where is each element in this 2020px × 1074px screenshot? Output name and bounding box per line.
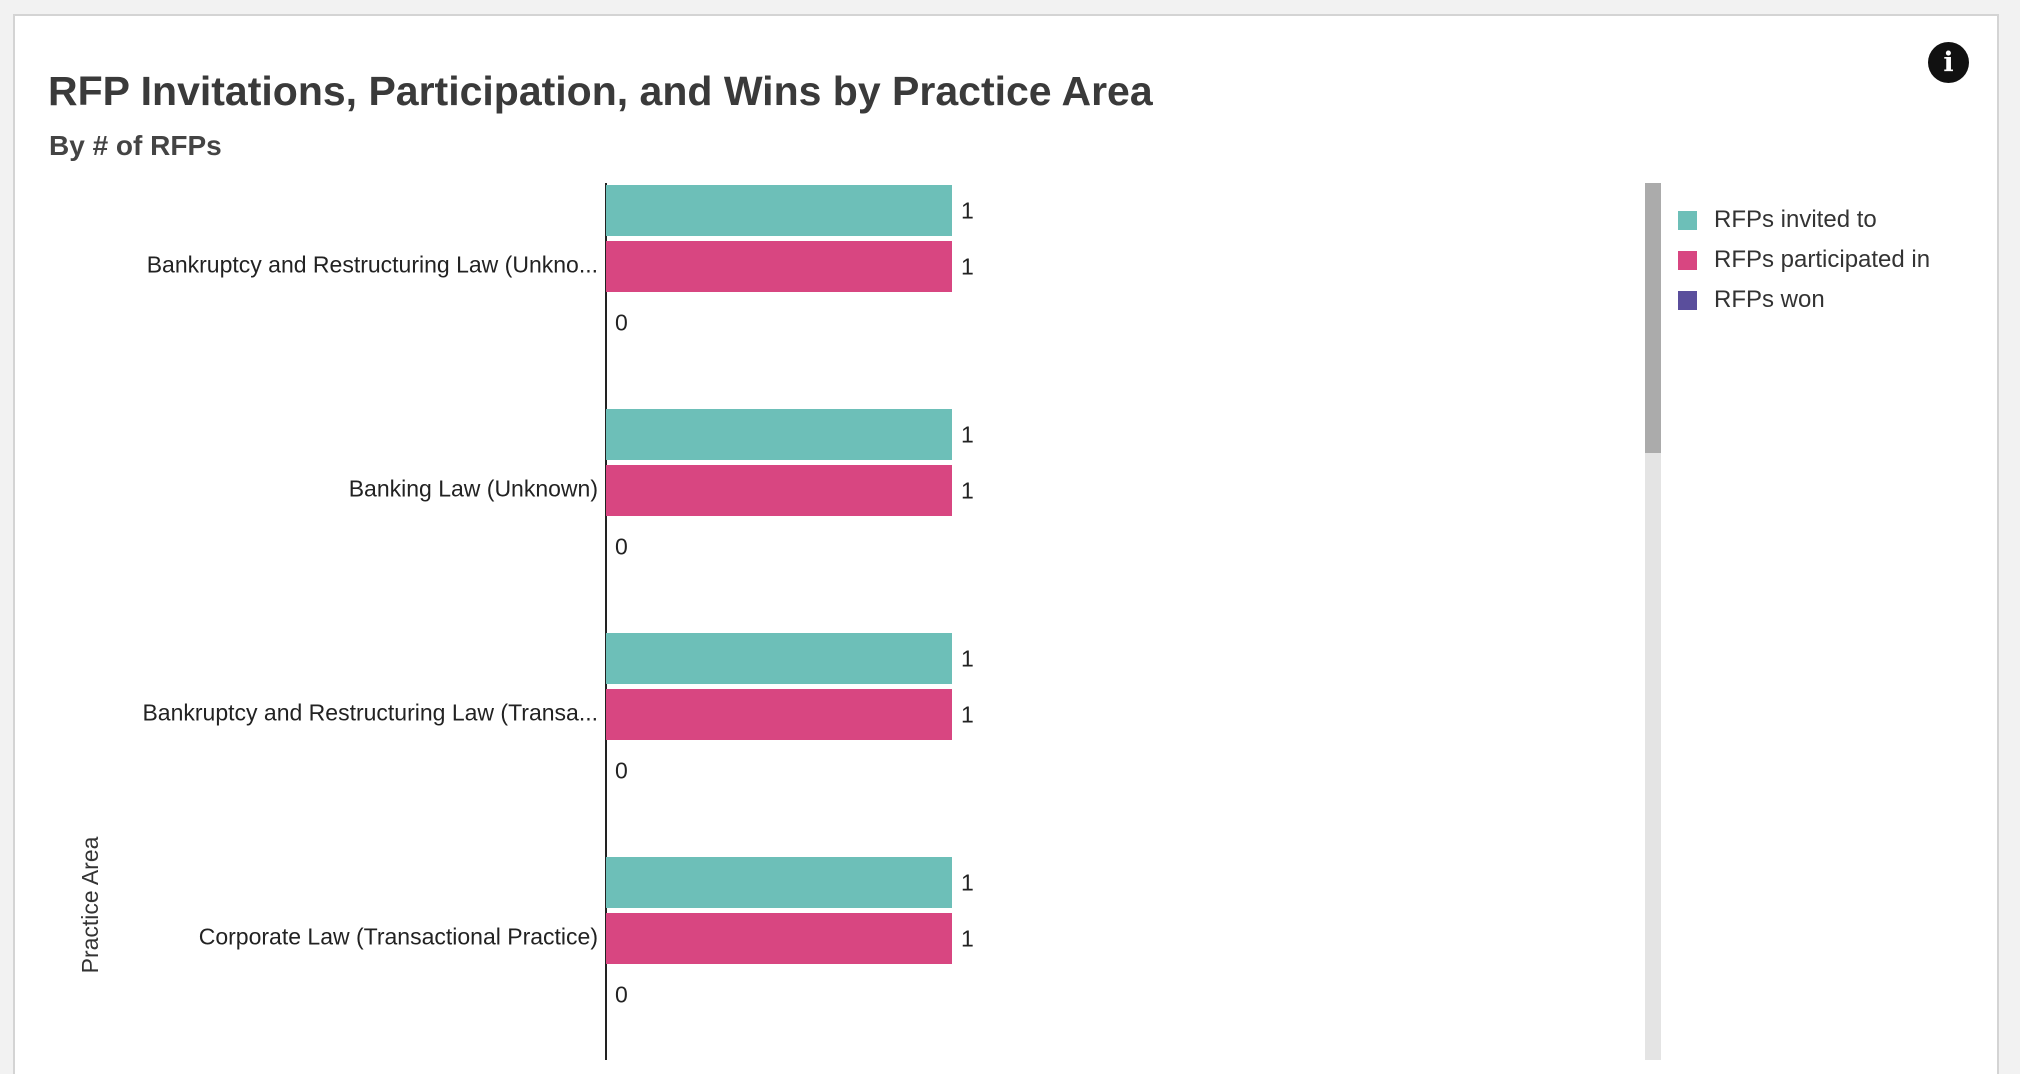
bar: [606, 633, 952, 684]
legend-swatch-won: [1678, 290, 1697, 310]
legend-scrollbar[interactable]: [1645, 183, 1661, 1060]
legend-item-participated[interactable]: RFPs participated in: [1678, 240, 1930, 280]
legend-swatch-participated: [1678, 250, 1697, 270]
bar: [606, 185, 952, 236]
data-label: 1: [961, 478, 974, 504]
legend-label-participated: RFPs participated in: [1714, 246, 1931, 273]
legend-swatch-invited: [1678, 210, 1697, 230]
y-axis-title: Practice Area: [77, 836, 103, 973]
info-icon[interactable]: i: [1928, 42, 1969, 83]
legend-item-invited[interactable]: RFPs invited to: [1678, 200, 1930, 240]
category-label: Banking Law (Unknown): [349, 476, 598, 502]
bar: [606, 409, 952, 460]
chart-title: RFP Invitations, Participation, and Wins…: [48, 68, 1153, 114]
data-label: 0: [615, 758, 628, 784]
category-label: Bankruptcy and Restructuring Law (Transa…: [142, 700, 598, 726]
data-label: 1: [961, 646, 974, 672]
data-label: 1: [961, 926, 974, 952]
bar: [606, 857, 952, 908]
data-label: 1: [961, 254, 974, 280]
legend-scrollbar-thumb[interactable]: [1645, 183, 1661, 453]
category-label: Corporate Law (Transactional Practice): [199, 924, 598, 950]
data-label: 0: [615, 310, 628, 336]
data-label: 1: [961, 870, 974, 896]
category-label: Bankruptcy and Restructuring Law (Unkno.…: [147, 252, 598, 278]
data-label: 0: [615, 982, 628, 1008]
data-label: 1: [961, 422, 974, 448]
bar-chart: Practice Area Bankruptcy and Restructurin…: [77, 183, 974, 1060]
data-label: 0: [615, 534, 628, 560]
legend-label-won: RFPs won: [1714, 286, 1825, 313]
chart-legend: RFPs invited to RFPs participated in RFP…: [1678, 200, 1930, 320]
chart-card: [13, 14, 1999, 1074]
bar: [606, 689, 952, 740]
chart-subtitle: By # of RFPs: [49, 130, 222, 161]
data-label: 1: [961, 198, 974, 224]
bar: [606, 913, 952, 964]
legend-item-won[interactable]: RFPs won: [1678, 280, 1930, 320]
data-label: 1: [961, 702, 974, 728]
bar: [606, 465, 952, 516]
legend-label-invited: RFPs invited to: [1714, 206, 1877, 233]
bar: [606, 241, 952, 292]
